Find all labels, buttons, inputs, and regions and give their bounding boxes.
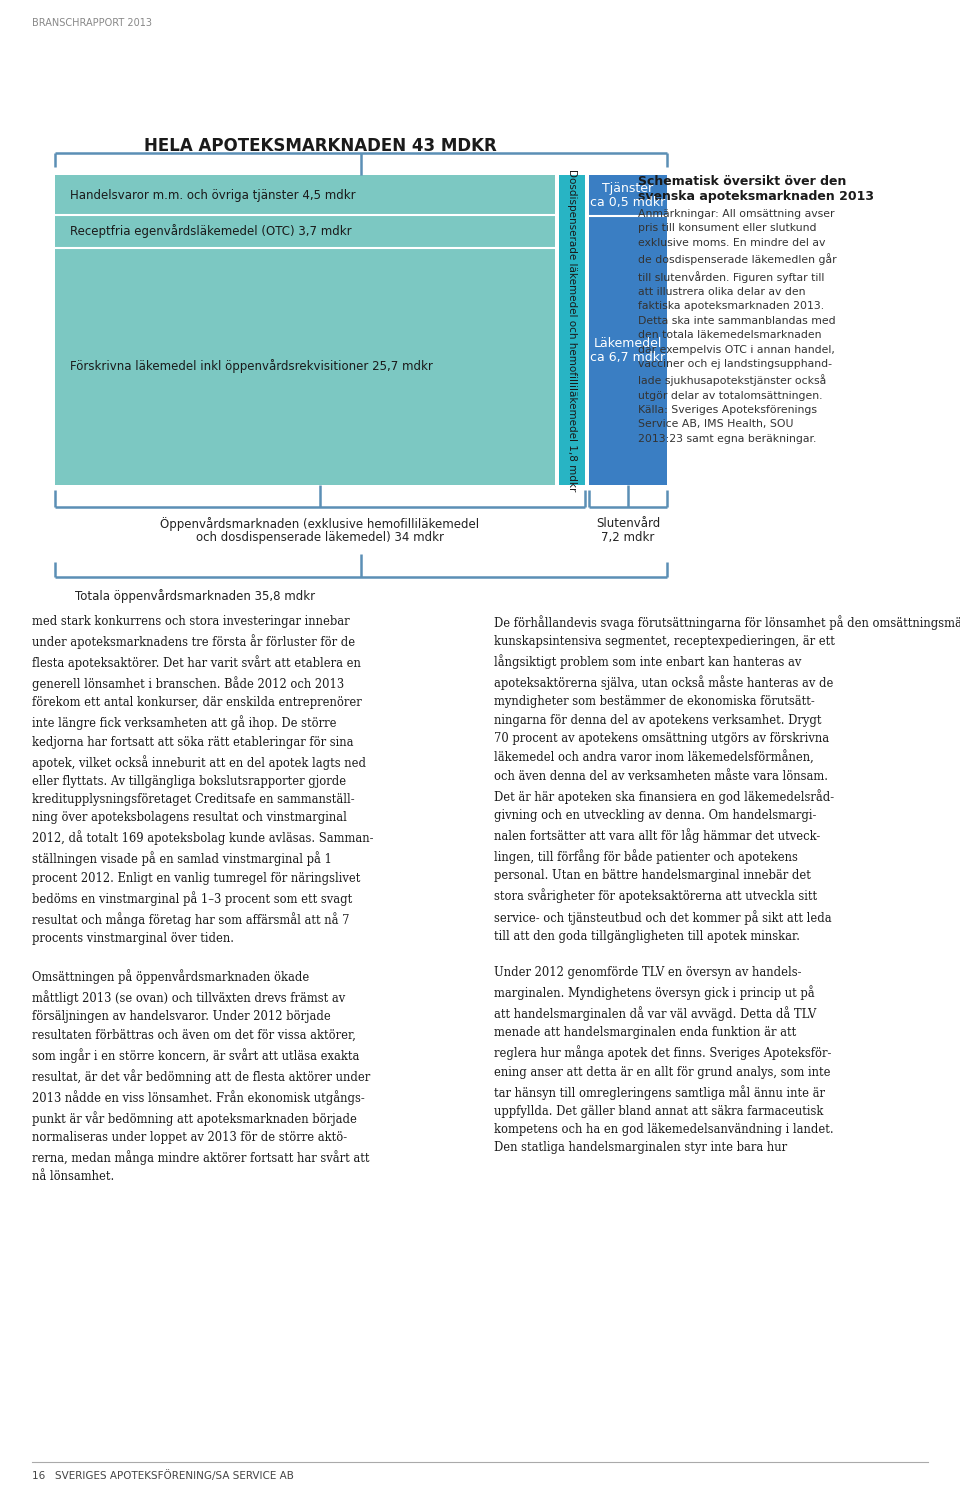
Text: Tjänster: Tjänster	[603, 183, 654, 195]
Bar	[589, 216, 667, 485]
Text: Handelsvaror m.m. och övriga tjänster 4,5 mdkr: Handelsvaror m.m. och övriga tjänster 4,…	[70, 189, 355, 202]
Bar	[589, 175, 667, 216]
Text: med stark konkurrens och stora investeringar innebar
under apoteksmarknadens tre: med stark konkurrens och stora investeri…	[32, 615, 373, 1183]
Text: ca 6,7 mdkr: ca 6,7 mdkr	[590, 350, 665, 364]
Bar	[55, 216, 555, 249]
Text: HELA APOTEKSMARKNADEN 43 MDKR: HELA APOTEKSMARKNADEN 43 MDKR	[144, 138, 496, 156]
Text: ca 0,5 mdkr: ca 0,5 mdkr	[590, 196, 665, 210]
Text: svenska apoteksmarknaden 2013: svenska apoteksmarknaden 2013	[638, 190, 874, 204]
Text: Öppenvårdsmarknaden (exklusive hemofilliläkemedel: Öppenvårdsmarknaden (exklusive hemofilli…	[160, 516, 480, 531]
Text: 7,2 mdkr: 7,2 mdkr	[601, 531, 655, 543]
Bar	[55, 175, 555, 216]
Text: och dosdispenserade läkemedel) 34 mdkr: och dosdispenserade läkemedel) 34 mdkr	[196, 531, 444, 543]
Text: Slutenvård: Slutenvård	[596, 516, 660, 530]
Text: 16   SVERIGES APOTEKSFÖRENING/SA SERVICE AB: 16 SVERIGES APOTEKSFÖRENING/SA SERVICE A…	[32, 1470, 294, 1481]
Bar	[559, 175, 585, 485]
Text: BRANSCHRAPPORT 2013: BRANSCHRAPPORT 2013	[32, 18, 152, 28]
Text: De förhållandevis svaga förutsättningarna för lönsamhet på den omsättningsmässig: De förhållandevis svaga förutsättningarn…	[494, 615, 960, 1154]
Text: Läkemedel: Läkemedel	[594, 337, 662, 350]
Text: Dosdispenserade läkemedel och hemofilliläkemedel 1,8 mdkr: Dosdispenserade läkemedel och hemofillil…	[567, 169, 577, 491]
Text: Förskrivna läkemedel inkl öppenvårdsrekvisitioner 25,7 mdkr: Förskrivna läkemedel inkl öppenvårdsrekv…	[70, 359, 433, 373]
Text: Schematisk översikt över den: Schematisk översikt över den	[638, 175, 847, 189]
Text: Receptfria egenvårdsläkemedel (OTC) 3,7 mdkr: Receptfria egenvårdsläkemedel (OTC) 3,7 …	[70, 225, 351, 238]
Text: Anmärkningar: All omsättning avser
pris till konsument eller slutkund
exklusive : Anmärkningar: All omsättning avser pris …	[638, 210, 836, 445]
Bar	[55, 249, 555, 485]
Text: Totala öppenvårdsmarknaden 35,8 mdkr: Totala öppenvårdsmarknaden 35,8 mdkr	[75, 588, 315, 603]
